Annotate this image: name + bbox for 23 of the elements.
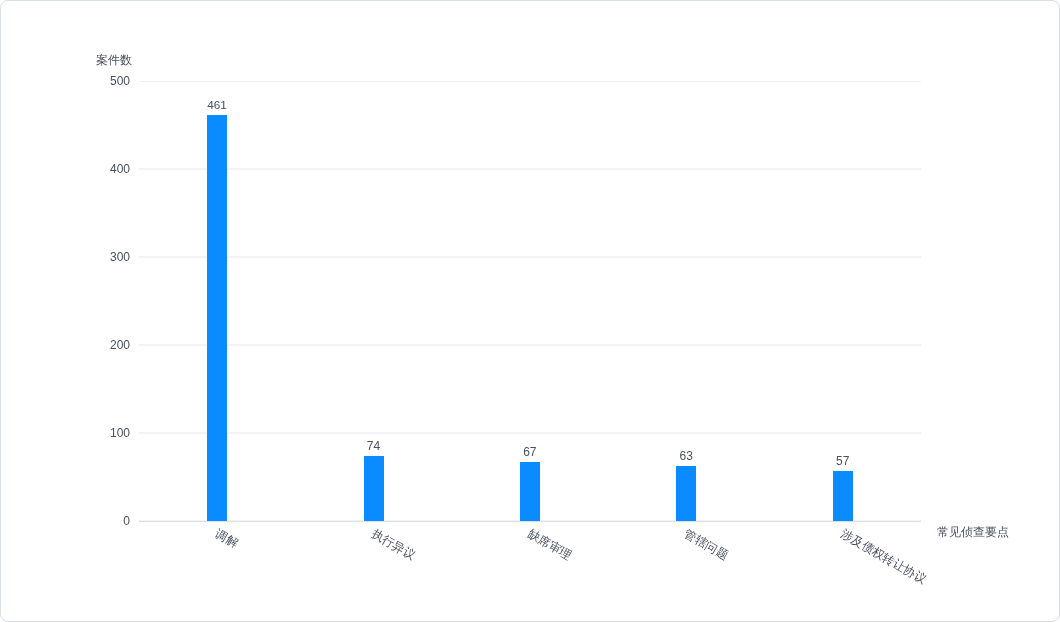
y-tick-label: 400 [109,162,131,177]
bar [832,470,853,521]
x-tick-label: 执行异议 [369,526,418,563]
data-label: 67 [523,445,537,460]
x-tick-label: 调解 [212,526,241,551]
data-label: 74 [366,438,381,453]
x-tick-label: 管辖问题 [681,526,731,563]
data-label: 461 [207,98,227,113]
y-tick-label: 0 [123,514,131,529]
x-tick-label: 缺席审理 [525,526,575,563]
bar [363,455,384,521]
bar [207,115,228,521]
y-axis-title: 案件数 [96,53,132,67]
data-label: 57 [835,453,850,468]
bar [676,465,697,521]
x-tick-label: 涉及债权转让协议 [838,526,929,587]
data-label: 63 [679,448,694,463]
y-tick-label: 500 [109,74,131,89]
y-tick-label: 200 [109,338,131,353]
y-tick-label: 300 [109,250,131,265]
y-tick-label: 100 [109,426,131,441]
bar [519,462,541,521]
x-axis-title: 常见侦查要点 [937,525,1009,539]
